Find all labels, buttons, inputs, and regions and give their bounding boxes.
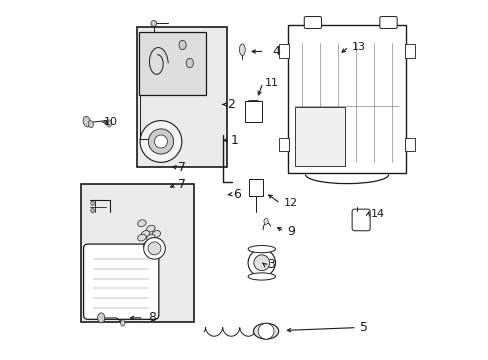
Text: 3: 3 (266, 258, 274, 271)
Text: 7: 7 (178, 178, 186, 191)
Bar (248, 179, 263, 196)
Ellipse shape (253, 323, 278, 339)
Text: 14: 14 (370, 209, 385, 219)
Text: 10: 10 (103, 117, 117, 127)
Circle shape (148, 242, 161, 255)
Circle shape (258, 323, 273, 339)
Text: 2: 2 (227, 98, 235, 111)
Ellipse shape (121, 320, 125, 326)
Bar (278, 44, 288, 58)
FancyBboxPatch shape (379, 17, 396, 28)
Text: 4: 4 (272, 45, 280, 58)
Text: 11: 11 (264, 78, 279, 88)
Ellipse shape (106, 120, 111, 127)
Text: 12: 12 (283, 198, 297, 208)
Ellipse shape (239, 44, 244, 55)
Circle shape (148, 129, 173, 154)
Ellipse shape (247, 273, 275, 280)
Circle shape (151, 21, 156, 26)
Ellipse shape (138, 220, 146, 226)
Ellipse shape (98, 313, 104, 323)
Ellipse shape (88, 121, 93, 128)
Text: 8: 8 (148, 311, 156, 324)
Ellipse shape (83, 116, 90, 127)
Bar (244, 101, 262, 122)
Text: 1: 1 (230, 134, 238, 147)
Circle shape (154, 135, 167, 148)
Ellipse shape (91, 201, 94, 206)
Circle shape (253, 255, 269, 271)
Circle shape (143, 238, 165, 259)
Ellipse shape (247, 246, 275, 253)
Text: 9: 9 (286, 225, 294, 238)
Text: 6: 6 (232, 188, 241, 201)
Ellipse shape (154, 240, 162, 246)
Ellipse shape (91, 208, 94, 213)
FancyBboxPatch shape (351, 209, 369, 231)
Bar (278, 138, 288, 151)
Ellipse shape (186, 58, 193, 68)
Ellipse shape (146, 234, 155, 241)
Text: 13: 13 (351, 42, 365, 52)
Ellipse shape (146, 225, 155, 232)
FancyBboxPatch shape (83, 244, 159, 319)
Text: 5: 5 (359, 321, 367, 334)
Ellipse shape (179, 40, 186, 50)
Bar (287, 25, 406, 173)
Ellipse shape (141, 231, 149, 237)
Ellipse shape (143, 242, 151, 248)
Bar (81, 184, 194, 322)
Circle shape (247, 249, 275, 276)
Bar (136, 27, 226, 167)
Bar (405, 44, 415, 58)
Ellipse shape (152, 231, 160, 237)
Bar (294, 107, 344, 166)
Bar (405, 138, 415, 151)
Bar (139, 32, 205, 95)
Text: 7: 7 (178, 161, 186, 174)
Ellipse shape (138, 234, 146, 241)
Circle shape (140, 121, 182, 162)
Ellipse shape (264, 219, 268, 224)
FancyBboxPatch shape (304, 17, 321, 28)
